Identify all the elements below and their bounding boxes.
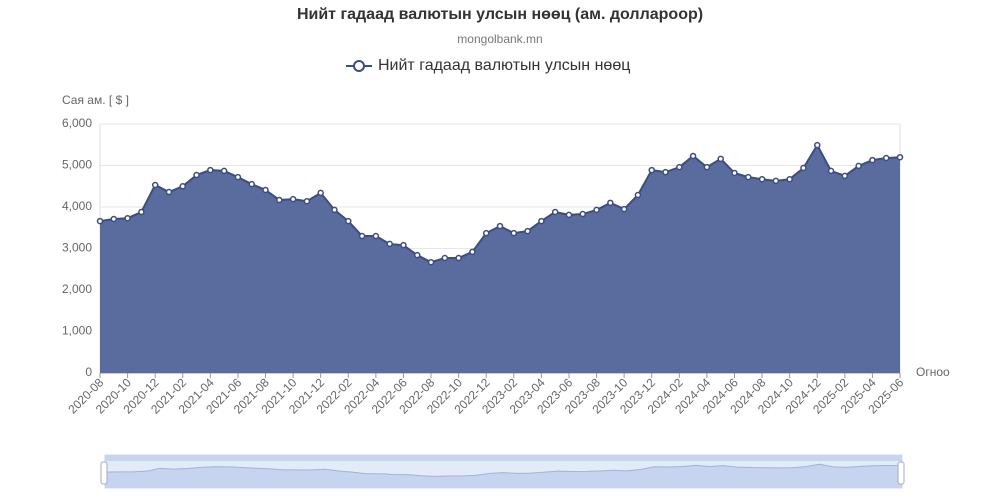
y-tick-label: 0 <box>85 365 92 379</box>
point <box>138 208 145 216</box>
legend-symbol <box>353 60 365 72</box>
point <box>207 166 214 174</box>
legend-label[interactable]: Нийт гадаад валютын улсын нөөц <box>378 57 630 74</box>
point <box>289 195 297 203</box>
point <box>772 177 780 185</box>
point <box>345 217 352 225</box>
point <box>427 258 435 266</box>
point <box>786 175 793 183</box>
point <box>882 154 890 162</box>
point <box>331 206 338 214</box>
zoom-slider-bar <box>105 455 902 461</box>
point <box>662 168 669 176</box>
point <box>800 164 807 172</box>
area <box>100 145 900 373</box>
point <box>869 156 876 164</box>
point <box>593 206 600 214</box>
point <box>827 167 835 175</box>
point <box>303 197 311 205</box>
point <box>386 240 393 248</box>
point <box>124 214 131 222</box>
point <box>607 199 614 207</box>
point <box>317 189 324 197</box>
y-tick-label: 4,000 <box>62 199 92 213</box>
point <box>165 188 173 196</box>
point <box>510 229 518 237</box>
point <box>248 180 255 188</box>
point <box>469 248 476 256</box>
point <box>745 173 752 181</box>
point <box>482 229 490 237</box>
chart-subtitle: mongolbank.mn <box>457 32 542 46</box>
point <box>220 167 228 175</box>
point <box>441 254 449 262</box>
chart-title: Нийт гадаад валютын улсын нөөц (ам. долл… <box>297 6 703 23</box>
point <box>813 141 821 149</box>
point <box>841 172 849 180</box>
point <box>648 166 655 174</box>
point <box>717 155 724 163</box>
point <box>896 153 904 161</box>
point <box>620 205 628 213</box>
point <box>676 163 683 171</box>
y-tick-label: 2,000 <box>62 282 92 296</box>
x-axis-label: Огноо <box>916 365 950 379</box>
point <box>96 217 104 225</box>
point <box>151 181 159 189</box>
point <box>455 254 462 262</box>
point <box>634 191 642 199</box>
point <box>234 173 242 181</box>
point <box>179 183 187 190</box>
point <box>496 222 504 230</box>
point <box>110 215 118 223</box>
point <box>524 227 531 235</box>
point <box>400 241 407 249</box>
point <box>193 171 200 179</box>
y-axis-label: Сая ам. [ $ ] <box>62 93 129 107</box>
zoom-handle[interactable] <box>100 461 108 485</box>
y-tick-label: 6,000 <box>62 116 92 130</box>
zoom-preview-line <box>104 463 903 477</box>
y-tick-label: 5,000 <box>62 158 92 172</box>
point <box>565 211 573 219</box>
zoom-handle[interactable] <box>897 461 905 485</box>
point <box>731 169 738 177</box>
point <box>551 208 559 216</box>
point <box>538 217 545 225</box>
point <box>855 162 862 170</box>
y-tick-label: 1,000 <box>62 324 92 338</box>
point <box>758 175 766 183</box>
point <box>579 210 587 218</box>
point <box>358 232 366 240</box>
point <box>703 163 711 171</box>
point <box>413 251 421 259</box>
y-tick-label: 3,000 <box>62 241 92 255</box>
point <box>372 232 380 240</box>
legend[interactable]: Нийт гадаад валютын улсын нөөц <box>346 57 630 74</box>
point <box>276 196 283 204</box>
point <box>689 152 697 160</box>
point <box>262 186 269 194</box>
